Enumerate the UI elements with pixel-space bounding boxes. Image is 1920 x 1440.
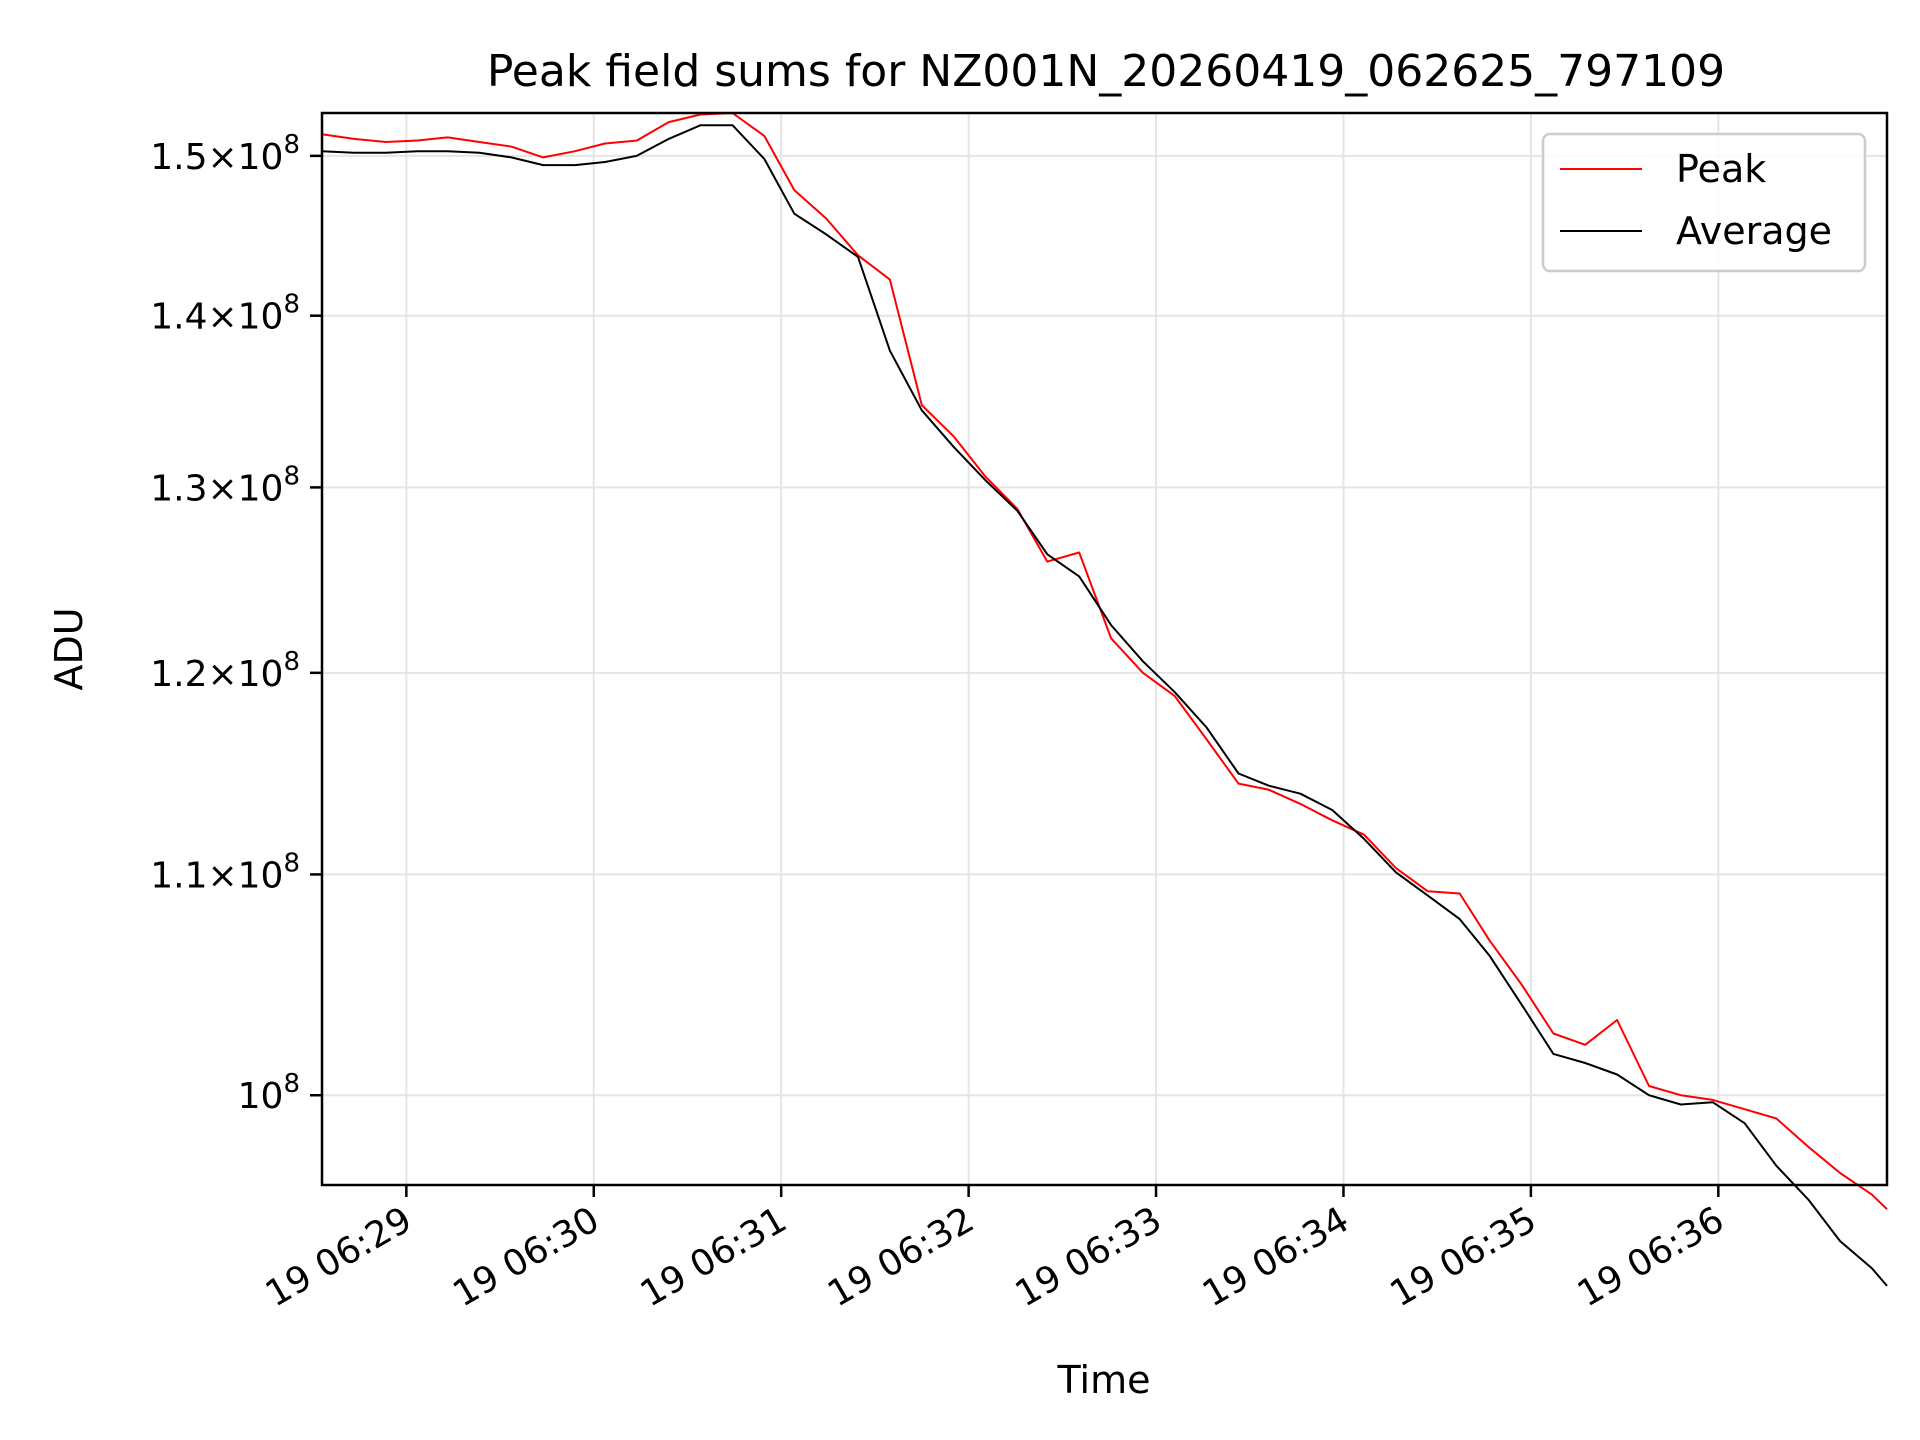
y-tick-label: 108 [238,1069,300,1117]
y-tick-label: 1.2×108 [150,647,300,695]
plot-frame [320,111,1889,1187]
series-group [321,112,1888,1287]
y-tick-exponent: 8 [283,130,300,160]
legend-label-peak: Peak [1676,147,1766,191]
chart-title: Peak field sums for NZ001N_20260419_0626… [487,46,1725,97]
y-tick-label: 1.1×108 [150,848,300,896]
grid [322,113,1887,1185]
y-tick-base: 10 [238,1076,284,1117]
y-tick-label: 1.3×108 [150,461,300,509]
y-tick-exponent: 8 [283,290,300,320]
y-tick-base: 1.5×10 [150,137,283,178]
y-tick-label: 1.5×108 [150,130,300,178]
y-tick-base: 1.3×10 [150,468,283,509]
y-tick-exponent: 8 [283,461,300,491]
y-tick-base: 1.1×10 [150,855,283,896]
y-tick-exponent: 8 [283,647,300,677]
x-axis-label: Time [1057,1358,1151,1402]
legend-label-average: Average [1676,209,1832,253]
legend: Peak Average [1541,132,1867,273]
y-tick-exponent: 8 [283,1069,300,1099]
y-tick-exponent: 8 [283,848,300,878]
y-tick-base: 1.2×10 [150,654,283,695]
series-line-average [321,124,1888,1287]
series-line-peak [321,112,1888,1210]
y-tick-label: 1.4×108 [150,290,300,338]
y-axis-label: ADU [47,607,91,690]
y-tick-base: 1.4×10 [150,297,283,338]
